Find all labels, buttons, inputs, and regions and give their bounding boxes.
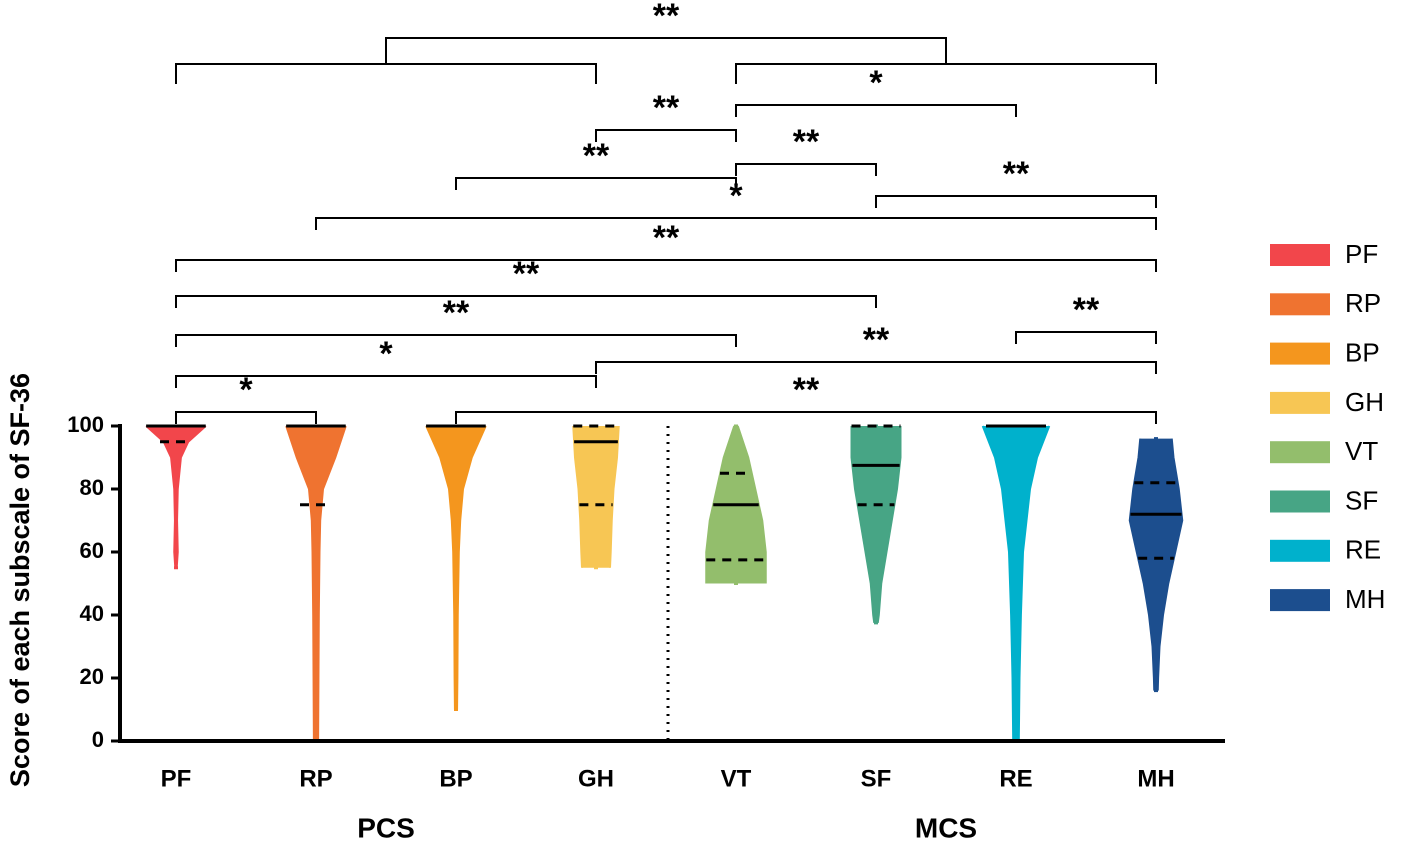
legend-swatch — [1270, 293, 1330, 316]
legend-label: PF — [1345, 239, 1378, 269]
violin-body — [426, 426, 486, 710]
violin-right — [1017, 425, 1051, 742]
violin-body — [851, 426, 901, 623]
significance-label: ** — [653, 0, 680, 35]
violin-body — [286, 426, 346, 741]
significance-label: * — [239, 371, 253, 409]
significance-label: ** — [1003, 155, 1030, 193]
comparison-bracket — [315, 217, 1157, 230]
group-label: MCS — [915, 812, 977, 843]
violin-left — [1128, 438, 1156, 691]
y-tick-label: 100 — [67, 412, 104, 437]
comparison-bracket — [175, 375, 597, 388]
significance-label: ** — [863, 321, 890, 359]
legend-label: SF — [1345, 485, 1378, 515]
x-tick-label: BP — [439, 765, 472, 792]
legend-label: GH — [1345, 387, 1384, 417]
x-tick-label: RE — [999, 765, 1032, 792]
x-tick-label: MH — [1137, 765, 1174, 792]
violin-body — [146, 426, 206, 568]
x-tick-label: RP — [299, 765, 332, 792]
significance-label: ** — [513, 255, 540, 293]
legend-swatch — [1270, 589, 1330, 612]
y-tick-label: 40 — [80, 601, 104, 626]
significance-label: ** — [653, 89, 680, 127]
group-bracket — [735, 63, 1157, 84]
y-tick-label: 80 — [80, 475, 104, 500]
violin-right — [1156, 438, 1184, 691]
legend-swatch — [1270, 391, 1330, 414]
significance-label: ** — [653, 219, 680, 257]
comparison-bracket — [385, 37, 947, 64]
violin-left — [285, 425, 315, 742]
legend-label: RP — [1345, 288, 1381, 318]
comparison-bracket — [175, 334, 737, 347]
comparison-bracket — [595, 361, 1157, 374]
comparison-bracket — [455, 411, 1157, 424]
y-tick-label: 20 — [80, 664, 104, 689]
comparison-bracket — [175, 411, 317, 424]
legend-label: BP — [1345, 337, 1380, 367]
x-tick-label: SF — [861, 765, 892, 792]
significance-label: ** — [793, 123, 820, 161]
violin-body — [1129, 438, 1183, 691]
comparison-bracket — [735, 104, 1017, 117]
legend-label: MH — [1345, 584, 1385, 614]
significance-label: ** — [1073, 291, 1100, 329]
comparison-bracket — [735, 163, 877, 176]
comparison-bracket — [1015, 331, 1157, 344]
x-tick-label: PF — [161, 765, 192, 792]
significance-label: ** — [443, 294, 470, 332]
violin-right — [876, 426, 902, 624]
legend-swatch — [1270, 441, 1330, 464]
significance-label: * — [729, 177, 743, 215]
comparison-bracket — [455, 177, 737, 190]
violin-body — [982, 426, 1050, 741]
violin-right — [456, 425, 487, 710]
violin-right — [317, 425, 347, 742]
legend-label: VT — [1345, 436, 1378, 466]
violin-body — [573, 426, 619, 568]
comparison-bracket — [175, 259, 1157, 272]
legend-swatch — [1270, 490, 1330, 513]
comparison-bracket — [595, 129, 737, 142]
y-axis-label: Score of each subscale of SF-36 — [5, 373, 35, 787]
legend-swatch — [1270, 539, 1330, 562]
group-bracket — [175, 63, 597, 84]
legend-swatch — [1270, 244, 1330, 266]
violin-left — [425, 425, 456, 710]
significance-label: * — [869, 64, 883, 102]
violin-left — [850, 426, 876, 624]
significance-label: ** — [793, 371, 820, 409]
violin-right — [175, 425, 207, 568]
violin-left — [981, 425, 1015, 742]
legend-swatch — [1270, 342, 1330, 365]
y-tick-label: 0 — [92, 727, 104, 752]
comparison-bracket — [175, 295, 877, 308]
x-tick-label: VT — [721, 765, 752, 792]
y-tick-label: 60 — [80, 538, 104, 563]
group-label: PCS — [357, 812, 415, 843]
x-tick-label: GH — [578, 765, 614, 792]
legend-label: RE — [1345, 535, 1381, 565]
comparison-bracket — [875, 195, 1157, 208]
significance-label: * — [379, 335, 393, 373]
significance-label: ** — [583, 137, 610, 175]
